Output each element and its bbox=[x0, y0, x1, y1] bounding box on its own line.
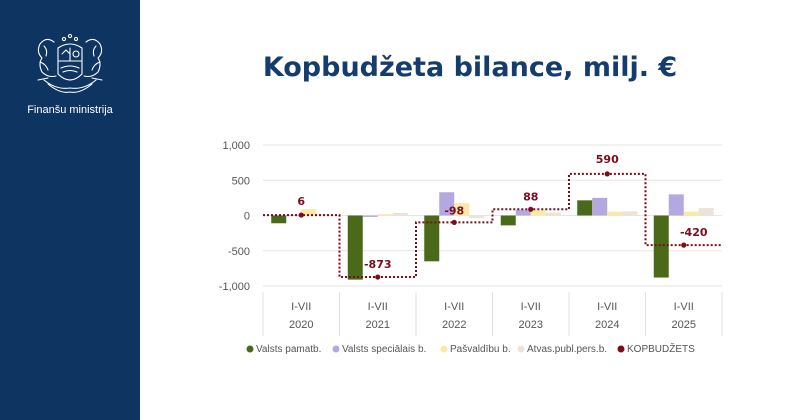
bar bbox=[530, 210, 546, 216]
total-point bbox=[681, 242, 687, 248]
chart-title: Kopbudžeta bilance, milj. € bbox=[262, 52, 678, 83]
bar bbox=[653, 215, 669, 278]
legend-marker bbox=[617, 345, 625, 353]
y-tick-label: -500 bbox=[228, 246, 250, 258]
bar bbox=[622, 211, 638, 216]
bar bbox=[683, 211, 699, 216]
x-tick-label: 2025 bbox=[672, 319, 696, 331]
bar bbox=[392, 213, 408, 216]
bar bbox=[500, 215, 516, 226]
y-tick-label: 500 bbox=[232, 175, 250, 187]
legend-label: Atvas.publ.pers.b. bbox=[527, 344, 607, 355]
bar bbox=[454, 203, 470, 216]
bar bbox=[545, 212, 561, 216]
total-point bbox=[375, 274, 381, 280]
bar bbox=[301, 209, 317, 216]
legend-marker bbox=[246, 345, 254, 353]
bar bbox=[668, 194, 684, 216]
bar bbox=[469, 215, 485, 218]
x-tick-label: I-VII bbox=[597, 301, 617, 313]
bar bbox=[607, 211, 623, 216]
bar bbox=[515, 209, 531, 216]
total-step-line bbox=[263, 172, 722, 279]
y-tick-label: -1,000 bbox=[219, 281, 250, 293]
x-tick-label: 2023 bbox=[519, 319, 543, 331]
x-tick-label: I-VII bbox=[521, 301, 541, 313]
x-tick-label: I-VII bbox=[291, 301, 311, 313]
legend-marker bbox=[332, 345, 340, 353]
total-point bbox=[298, 212, 304, 218]
bar bbox=[271, 215, 287, 224]
data-label: -98 bbox=[444, 204, 464, 217]
sidebar: Finanšu ministrija bbox=[0, 0, 140, 420]
legend-label: Pašvaldību b. bbox=[450, 344, 511, 355]
coat-of-arms-icon bbox=[37, 33, 103, 93]
x-tick-label: 2024 bbox=[595, 319, 619, 331]
bar bbox=[577, 200, 593, 216]
bar bbox=[698, 208, 714, 216]
x-tick-label: 2020 bbox=[289, 319, 313, 331]
data-label: 590 bbox=[596, 153, 619, 166]
bar bbox=[377, 214, 393, 216]
legend-label: Valsts speciālais b. bbox=[342, 344, 426, 355]
x-tick-label: 2021 bbox=[366, 319, 390, 331]
bar bbox=[347, 215, 363, 280]
legend-label: KOPBUDŽETS bbox=[627, 342, 695, 355]
y-tick-label: 1,000 bbox=[222, 140, 250, 152]
bar bbox=[592, 197, 608, 216]
organization-name: Finanšu ministrija bbox=[27, 104, 113, 116]
bar bbox=[439, 192, 455, 216]
y-tick-label: 0 bbox=[244, 211, 250, 223]
total-point bbox=[604, 171, 610, 177]
x-tick-label: I-VII bbox=[368, 301, 388, 313]
bar bbox=[362, 215, 378, 217]
bar bbox=[424, 215, 440, 262]
data-label: 6 bbox=[297, 195, 305, 208]
x-tick-label: I-VII bbox=[674, 301, 694, 313]
total-point bbox=[451, 219, 457, 226]
data-label: -873 bbox=[364, 258, 392, 271]
legend-marker bbox=[440, 345, 448, 353]
x-tick-label: I-VII bbox=[444, 301, 464, 313]
legend-marker bbox=[517, 345, 525, 353]
bar bbox=[286, 214, 302, 216]
legend-label: Valsts pamatb. bbox=[256, 344, 321, 355]
x-tick-label: 2022 bbox=[442, 319, 466, 331]
total-point bbox=[528, 206, 534, 212]
data-label: 88 bbox=[523, 190, 538, 203]
data-label: -420 bbox=[680, 226, 708, 239]
